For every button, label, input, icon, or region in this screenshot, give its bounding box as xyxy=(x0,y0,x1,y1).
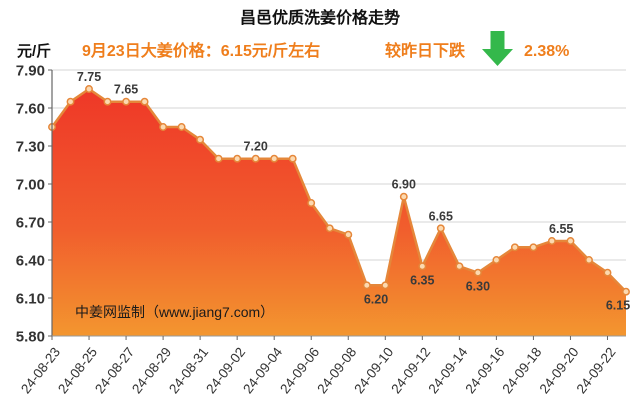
data-point-marker xyxy=(455,262,464,271)
data-point-marker xyxy=(566,237,575,245)
price-area-fill xyxy=(52,89,626,336)
price-headline: 9月23日大姜价格：6.15元/斤左右 xyxy=(82,41,320,60)
x-axis-ticks: 24-08-2324-08-2524-08-2724-08-2924-08-31… xyxy=(18,336,619,396)
change-label: 较昨日下跌 xyxy=(385,41,466,60)
data-label: 6.30 xyxy=(466,280,490,294)
y-tick-label: 6.40 xyxy=(16,253,45,270)
data-label: 6.90 xyxy=(392,178,416,192)
data-point-marker xyxy=(177,123,186,131)
data-point-marker xyxy=(233,154,242,163)
data-point-marker xyxy=(214,154,223,163)
y-tick-label: 7.90 xyxy=(16,63,45,80)
y-tick-label: 5.80 xyxy=(16,329,45,346)
data-point-markers xyxy=(48,85,630,296)
chart-title: 昌邑优质洗姜价格走势 xyxy=(240,8,400,27)
data-point-marker xyxy=(251,154,260,163)
data-label: 7.65 xyxy=(114,83,138,97)
data-point-marker xyxy=(381,281,390,290)
y-tick-label: 7.30 xyxy=(16,139,45,156)
data-point-marker xyxy=(436,224,445,233)
change-percent: 2.38% xyxy=(524,43,569,60)
y-axis-unit-label: 元/斤 xyxy=(17,43,51,60)
data-label: 6.65 xyxy=(429,209,453,223)
data-point-marker xyxy=(103,97,112,106)
data-point-marker xyxy=(399,192,408,201)
down-arrow-shape xyxy=(482,31,513,66)
y-tick-label: 7.60 xyxy=(16,101,45,118)
data-label: 6.55 xyxy=(549,222,573,236)
data-point-marker xyxy=(473,268,482,277)
data-point-marker xyxy=(66,97,75,106)
watermark: 中姜网监制（www.jiang7.com） xyxy=(75,304,274,320)
data-point-marker xyxy=(547,237,556,245)
down-arrow-icon xyxy=(482,31,513,66)
data-point-marker xyxy=(288,154,297,163)
data-point-marker xyxy=(362,281,371,290)
data-point-marker xyxy=(159,123,168,131)
data-point-marker xyxy=(122,97,131,106)
data-point-marker xyxy=(270,154,279,163)
y-tick-label: 7.00 xyxy=(16,177,45,194)
x-tick-label: 24-09-22 xyxy=(573,345,618,397)
data-point-marker xyxy=(325,224,334,233)
data-label: 6.15 xyxy=(606,299,630,313)
data-point-marker xyxy=(85,85,93,93)
data-label: 7.75 xyxy=(77,70,101,84)
data-label: 7.20 xyxy=(244,140,268,154)
data-point-marker xyxy=(585,256,593,264)
data-label: 6.20 xyxy=(364,292,388,306)
data-point-marker xyxy=(492,256,501,264)
data-point-marker xyxy=(344,230,353,239)
data-labels: 7.75 7.65 7.20 6.20 6.90 6.35 6.65 6.30 6.55 6.15 xyxy=(77,70,630,313)
y-tick-label: 6.10 xyxy=(16,291,45,308)
y-tick-label: 6.70 xyxy=(16,215,45,232)
data-point-marker xyxy=(196,135,205,144)
data-point-marker xyxy=(418,262,427,271)
data-point-marker xyxy=(307,199,316,207)
data-label: 6.35 xyxy=(410,273,434,287)
data-point-marker xyxy=(603,268,612,277)
y-axis-ticks: 7.90 7.60 7.30 7.00 6.70 6.40 6.10 5.80 xyxy=(16,63,52,346)
data-point-marker xyxy=(622,287,630,296)
data-point-marker xyxy=(529,243,538,252)
data-point-marker xyxy=(510,243,519,252)
data-point-marker xyxy=(140,97,149,106)
